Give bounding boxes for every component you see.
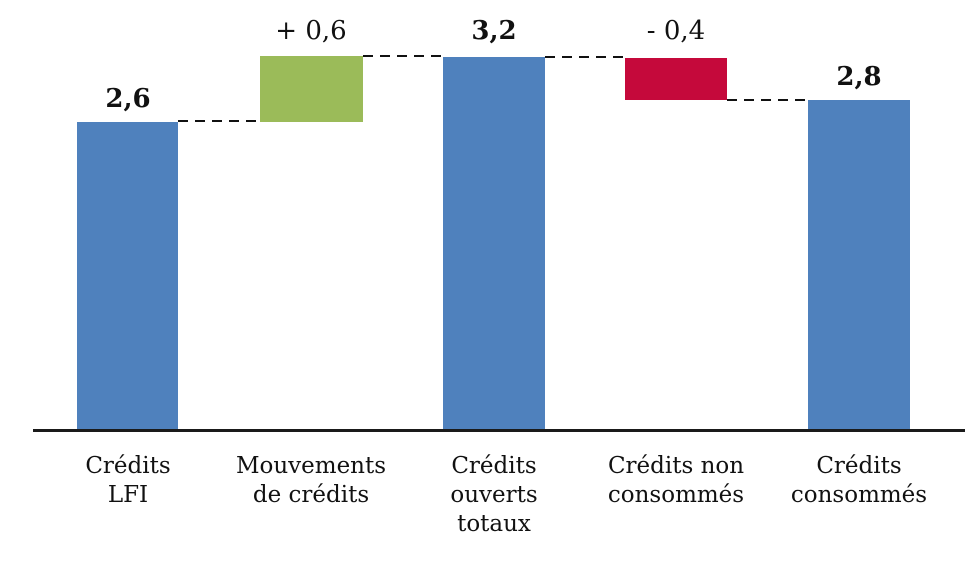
value-label-mouvements: + 0,6 <box>275 16 347 46</box>
value-label-credits-ouverts: 3,2 <box>471 16 517 46</box>
bar-credits-non-consommes <box>625 58 727 100</box>
x-axis-line <box>33 429 965 432</box>
category-label-credits-lfi: Crédits LFI <box>85 453 171 508</box>
connector-mouvements-to-ouverts <box>363 55 443 57</box>
connector-ouverts-to-nonconsommes <box>545 56 625 58</box>
bar-credits-lfi <box>77 122 178 430</box>
category-label-credits-consommes: Crédits consommés <box>790 453 928 508</box>
category-label-credits-non-consommes: Crédits non consommés <box>607 453 745 508</box>
value-label-credits-lfi: 2,6 <box>105 84 151 114</box>
connector-nonconsommes-to-consommes <box>727 99 808 101</box>
bar-mouvements-de-credits <box>260 56 363 122</box>
value-label-consommes: 2,8 <box>836 62 882 92</box>
category-label-credits-ouverts-totaux: Crédits ouverts totaux <box>450 453 538 537</box>
connector-lfi-to-mouvements <box>178 120 260 122</box>
category-label-mouvements-de-credits: Mouvements de crédits <box>235 453 387 508</box>
value-label-non-consommes: - 0,4 <box>646 16 706 46</box>
bar-credits-ouverts-totaux <box>443 57 545 430</box>
bar-credits-consommes <box>808 100 910 430</box>
